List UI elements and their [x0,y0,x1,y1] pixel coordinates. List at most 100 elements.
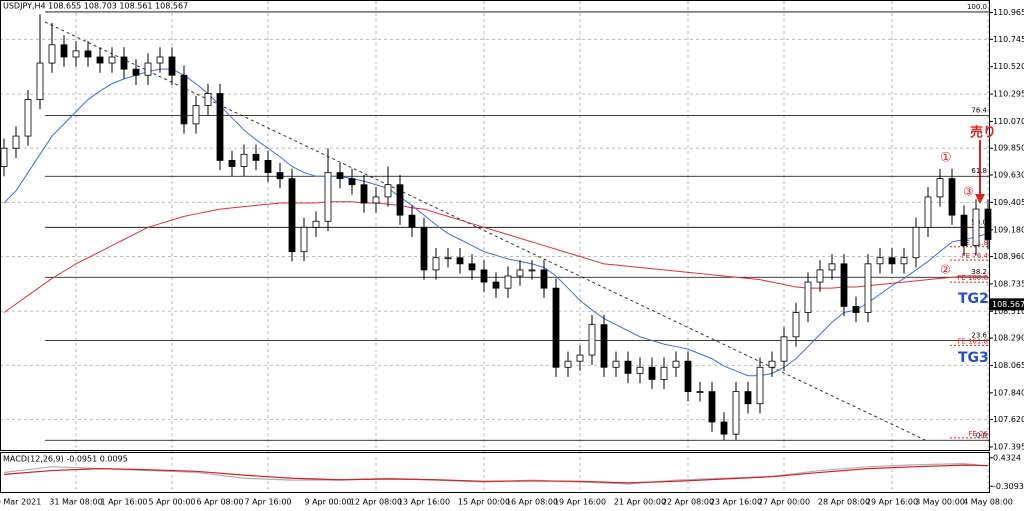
candle-body [408,214,416,228]
candle-body [528,269,536,272]
candle-body [396,184,404,216]
candle-body [984,208,992,240]
y-tick-label: 108.290 [993,334,1024,343]
candle-body [588,324,596,356]
candle-body [192,105,200,125]
candle-body [492,281,500,289]
candle-body [744,391,752,405]
macd-title: MACD(12,26,9) -0.0951 0.0095 [3,455,128,464]
candle-body [324,172,332,222]
price-box [990,298,1024,311]
x-tick-label: 22 Apr 08:00 [662,498,714,507]
candle-body [204,93,212,107]
candle-body [804,281,812,313]
x-tick-label: 31 Mar 08:00 [49,498,102,507]
candle-body [132,68,140,76]
candle-body [144,62,152,76]
candle-body [684,360,692,392]
wave-mark: ① [940,151,952,166]
fib-label: 38.2 [971,268,987,276]
x-tick-label: 12 Apr 08:00 [350,498,402,507]
wave-mark: ③ [963,185,974,199]
y-tick-label: 109.180 [993,225,1024,234]
candle-body [516,269,524,277]
y-tick-label: 110.295 [993,90,1024,99]
expansion-label: FE 100.0 [957,274,988,282]
x-tick-label: 29 Apr 16:00 [866,498,918,507]
y-tick-label: 108.065 [993,361,1024,370]
candle-body [48,44,56,64]
expansion-label: FE 26 [968,430,988,438]
x-tick-label: 1 Apr 16:00 [100,498,147,507]
x-tick-label: 4 May 08:00 [963,498,1013,507]
candle-body [624,360,632,374]
x-tick-label: 27 Apr 00:00 [758,498,810,507]
y-tick-label: 109.850 [993,144,1024,153]
y-tick-label: 107.840 [993,388,1024,397]
candle-body [708,391,716,423]
y-tick-label: 108.735 [993,279,1024,288]
fib-label: 0.0 [976,431,987,439]
y-tick-label: 107.395 [993,442,1024,451]
candle-body [96,56,104,64]
candle-body [384,184,392,198]
candle-body [924,196,932,228]
price-label: 108.567 [992,300,1024,309]
fib-label: 76.4 [971,106,987,114]
candle-body [216,93,224,161]
x-tick-label: 15 Apr 00:00 [458,498,510,507]
candle-body [336,172,344,180]
candle-body [84,50,92,58]
x-tick-label: 3 May 00:00 [915,498,965,507]
candle-body [564,360,572,368]
expansion-label: FE 161.8 [957,337,988,345]
fib-label: 100.0 [967,3,987,11]
moving-average [3,201,988,313]
candle-body [876,257,884,265]
candle-body [372,196,380,204]
candle-body [636,366,644,374]
x-tick-label: 19 Apr 16:00 [554,498,606,507]
candle-body [120,56,128,70]
candle-body [780,336,788,362]
y-tick-label: 109.630 [993,171,1024,180]
candle-body [168,56,176,76]
candle-body [240,153,248,167]
candle-body [552,287,560,368]
candle-body [912,226,920,259]
x-tick-label: 5 Apr 00:00 [148,498,195,507]
candle-body [936,178,944,198]
candle-body [108,56,116,64]
candle-body [420,226,428,271]
x-tick-label: 16 Apr 08:00 [506,498,558,507]
candle-body [600,324,608,368]
candle-body [720,421,728,435]
expansion-label: FE 76.4 [962,252,989,260]
candle-body [276,172,284,180]
candle-body [576,354,584,362]
y-tick-label: 107.620 [993,415,1024,424]
target-label: TG3 [958,350,989,366]
candle-body [816,269,824,283]
fib-label: 23.6 [971,331,987,339]
candle-body [444,257,452,260]
candle-body [0,147,8,167]
x-tick-label: 28 Apr 08:00 [818,498,870,507]
candle-body [648,366,656,380]
symbol-header: USDJPY,H4 108.655 108.703 108.561 108.56… [3,2,188,11]
x-tick-label: 13 Apr 16:00 [398,498,450,507]
candle-body [360,184,368,204]
candle-body [660,366,668,380]
candle-body [672,360,680,368]
candle-body [288,178,296,253]
candle-body [540,269,548,289]
candle-body [840,263,848,307]
candle-body [252,153,260,161]
candle-body [348,178,356,186]
candle-body [864,263,872,313]
y-tick-label: 110.745 [993,35,1024,44]
candle-body [12,135,20,149]
y-tick-label: 108.510 [993,307,1024,316]
candle-body [36,62,44,100]
